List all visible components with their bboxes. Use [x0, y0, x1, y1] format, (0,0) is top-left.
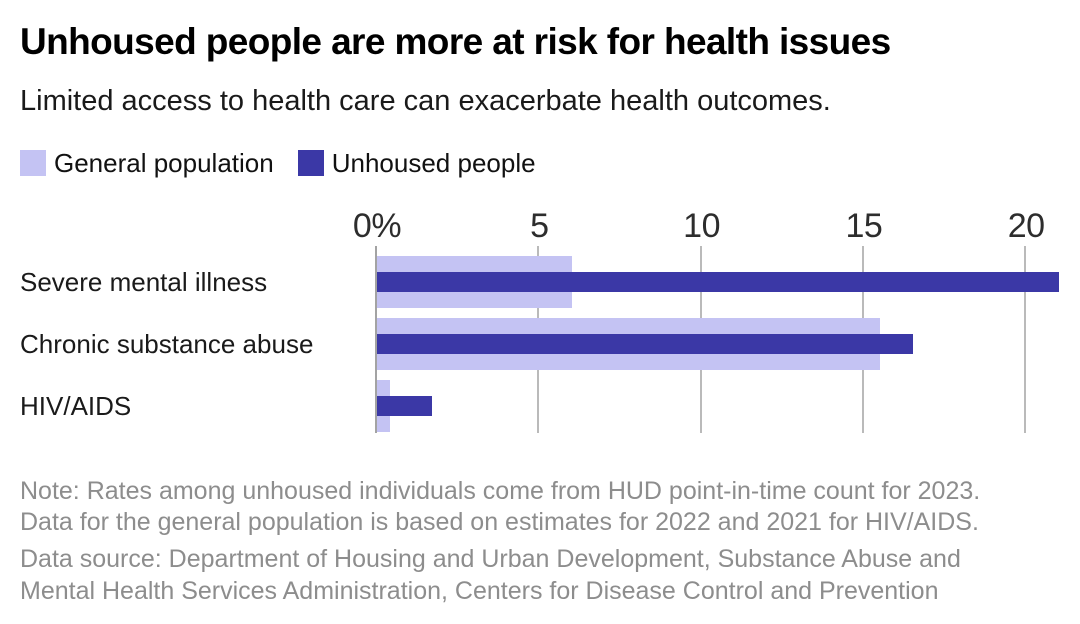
x-axis-tick-label: 5 — [530, 207, 549, 245]
category-label: Chronic substance abuse — [20, 329, 314, 359]
category-label: HIV/AIDS — [20, 391, 132, 421]
chart-title: Unhoused people are more at risk for hea… — [20, 21, 891, 62]
legend-item-label: General population — [54, 148, 274, 178]
zero-baseline — [375, 246, 377, 433]
x-axis-tick-label: 20 — [1007, 207, 1045, 245]
bar-unhoused-people — [377, 334, 913, 354]
source-line: Mental Health Services Administration, C… — [20, 577, 939, 605]
x-axis-tick-label: 0% — [352, 207, 402, 245]
legend-item: General population — [20, 150, 274, 176]
legend-item: Unhoused people — [297, 148, 536, 178]
chart-subtitle: Limited access to health care can exacer… — [20, 85, 831, 117]
x-axis-tick-label: 15 — [845, 207, 883, 245]
legend: General population Unhoused people — [20, 150, 536, 176]
legend-swatch — [297, 150, 324, 176]
note-line: Data for the general population is based… — [20, 508, 979, 536]
legend-item-label: Unhoused people — [331, 148, 536, 178]
x-axis-tick-label: 10 — [683, 207, 721, 245]
category-label: Severe mental illness — [20, 267, 268, 297]
bar-unhoused-people — [377, 396, 433, 416]
chart-source: Data source: Department of Housing and U… — [20, 543, 1065, 607]
gridline — [1024, 246, 1027, 433]
legend-swatch — [20, 150, 46, 176]
bar-unhoused-people — [377, 272, 1059, 292]
chart-note: Note: Rates among unhoused individuals c… — [20, 476, 1065, 538]
source-line: Data source: Department of Housing and U… — [20, 545, 961, 573]
note-line: Note: Rates among unhoused individuals c… — [20, 477, 981, 505]
plot-area — [375, 246, 1061, 433]
